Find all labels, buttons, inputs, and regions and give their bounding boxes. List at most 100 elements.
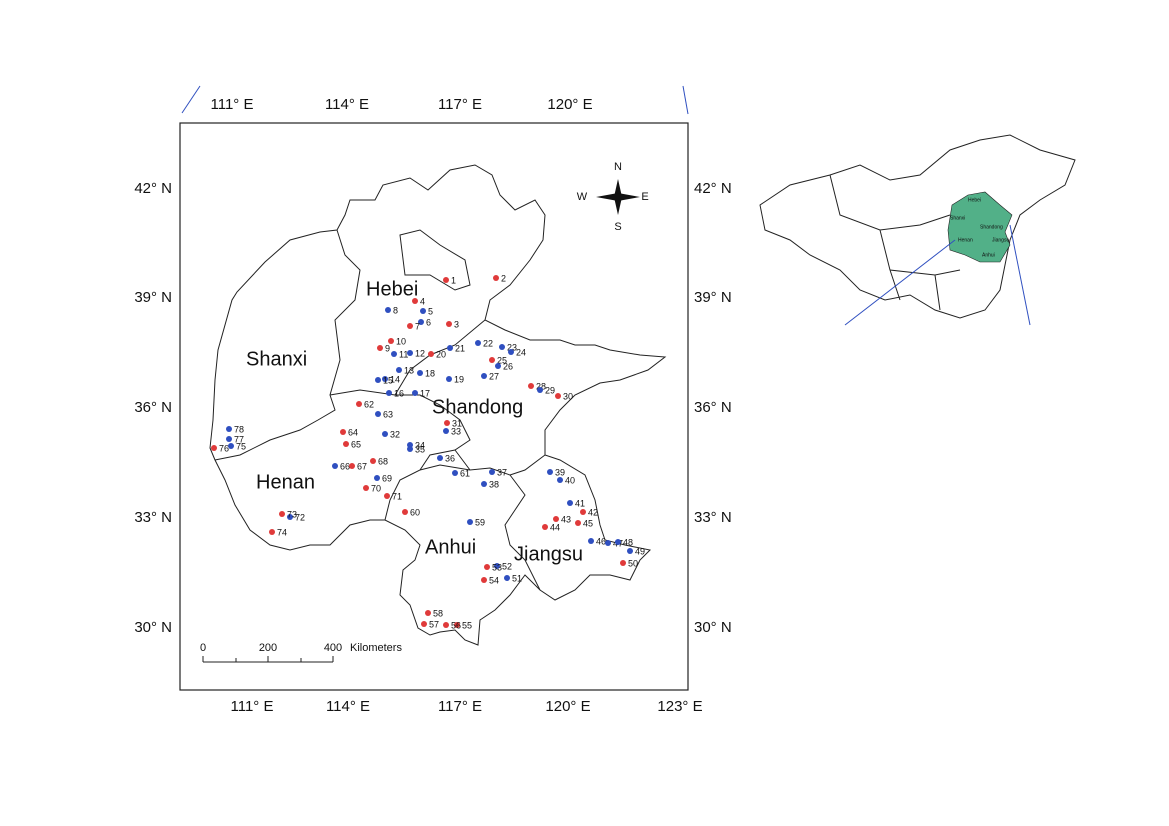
site-label: 49 <box>635 546 645 556</box>
site-label: 66 <box>340 461 350 471</box>
site-label: 38 <box>489 479 499 489</box>
compass-rose <box>596 193 640 201</box>
site-marker <box>489 357 495 363</box>
site-marker <box>443 428 449 434</box>
latitude-label: 42° N <box>694 180 732 197</box>
site-marker <box>575 520 581 526</box>
site-label: 5 <box>428 306 433 316</box>
site-label: 41 <box>575 498 585 508</box>
site-label: 62 <box>364 399 374 409</box>
site-label: 31 <box>452 418 462 428</box>
site-label: 59 <box>475 517 485 527</box>
inset-label: Shandong <box>980 224 1003 230</box>
site-label: 71 <box>392 491 402 501</box>
site-label: 17 <box>420 388 430 398</box>
site-label: 51 <box>512 573 522 583</box>
province-border <box>419 464 471 471</box>
latitude-label: 39° N <box>694 289 732 306</box>
site-label: 63 <box>383 409 393 419</box>
site-label: 64 <box>348 427 358 437</box>
site-label: 68 <box>378 456 388 466</box>
site-label: 10 <box>396 336 406 346</box>
latitude-label: 42° N <box>134 180 172 197</box>
site-marker <box>425 610 431 616</box>
province-label: Shandong <box>432 396 523 418</box>
site-label: 33 <box>451 426 461 436</box>
site-marker <box>428 351 434 357</box>
longitude-label: 123° E <box>657 698 702 715</box>
site-label: 77 <box>234 434 244 444</box>
site-marker <box>447 345 453 351</box>
site-label: 36 <box>445 453 455 463</box>
site-marker <box>340 429 346 435</box>
latitude-label: 33° N <box>134 509 172 526</box>
site-marker <box>443 277 449 283</box>
site-label: 43 <box>561 514 571 524</box>
site-marker <box>446 321 452 327</box>
site-label: 52 <box>502 561 512 571</box>
province-label: Shanxi <box>246 348 307 370</box>
site-label: 30 <box>563 391 573 401</box>
site-marker <box>363 485 369 491</box>
leader-line <box>844 239 956 326</box>
site-marker <box>407 446 413 452</box>
longitude-label: 120° E <box>545 698 590 715</box>
site-marker <box>508 349 514 355</box>
site-marker <box>475 340 481 346</box>
site-label: 37 <box>497 467 507 477</box>
site-label: 3 <box>454 319 459 329</box>
site-label: 13 <box>404 365 414 375</box>
scale-label: 200 <box>259 642 277 654</box>
site-label: 29 <box>545 385 555 395</box>
site-marker <box>620 560 626 566</box>
site-marker <box>567 500 573 506</box>
site-label: 39 <box>555 467 565 477</box>
site-label: 70 <box>371 483 381 493</box>
site-marker <box>349 463 355 469</box>
site-label: 58 <box>433 608 443 618</box>
site-label: 2 <box>501 273 506 283</box>
scale-bar <box>202 656 334 663</box>
latitude-label: 33° N <box>694 509 732 526</box>
site-marker <box>370 458 376 464</box>
site-marker <box>627 548 633 554</box>
province-label: Henan <box>256 471 315 493</box>
site-marker <box>417 370 423 376</box>
site-label: 42 <box>588 507 598 517</box>
site-marker <box>269 529 275 535</box>
province-label: Hebei <box>366 278 418 300</box>
site-label: 1 <box>451 275 456 285</box>
latitude-label: 36° N <box>134 399 172 416</box>
site-label: 28 <box>536 381 546 391</box>
site-label: 46 <box>596 536 606 546</box>
inset-label: Henan <box>958 237 973 243</box>
longitude-label: 114° E <box>326 698 370 715</box>
province-label: Jiangsu <box>514 543 583 565</box>
site-label: 57 <box>429 619 439 629</box>
site-marker <box>446 376 452 382</box>
latitude-label: 39° N <box>134 289 172 306</box>
site-label: 69 <box>382 473 392 483</box>
longitude-label: 114° E <box>325 96 369 113</box>
compass-letter: N <box>614 161 622 173</box>
site-label: 22 <box>483 338 493 348</box>
site-marker <box>504 575 510 581</box>
site-marker <box>537 387 543 393</box>
site-label: 14 <box>390 374 400 384</box>
inset-label: Shanxi <box>950 215 965 221</box>
scale-unit: Kilometers <box>350 642 402 654</box>
site-label: 20 <box>436 349 446 359</box>
site-label: 40 <box>565 475 575 485</box>
longitude-label: 111° E <box>231 698 274 715</box>
site-label: 56 <box>451 620 461 630</box>
site-label: 26 <box>503 361 513 371</box>
site-marker <box>226 436 232 442</box>
site-label: 24 <box>516 347 526 357</box>
leader-line <box>1009 224 1031 326</box>
site-label: 50 <box>628 558 638 568</box>
site-marker <box>499 344 505 350</box>
province-border <box>454 449 541 591</box>
site-marker <box>443 622 449 628</box>
site-marker <box>388 338 394 344</box>
